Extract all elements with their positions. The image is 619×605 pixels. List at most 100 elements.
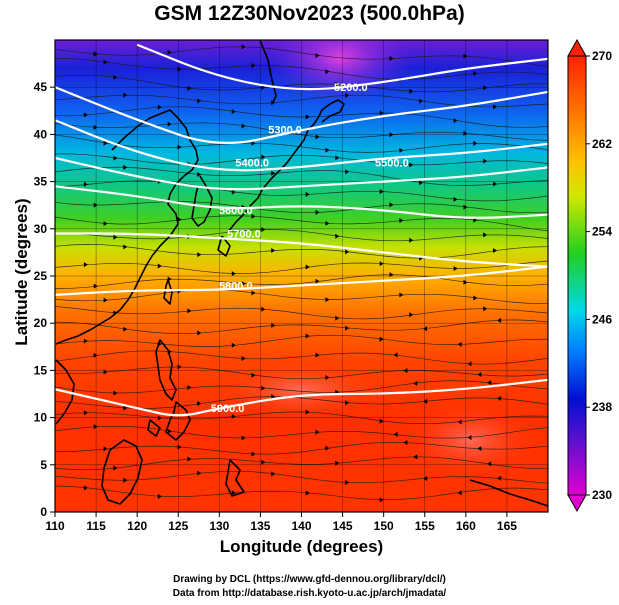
wind-arrow (241, 435, 246, 441)
x-tick-label: 155 (415, 519, 435, 533)
y-tick-label: 30 (34, 222, 48, 236)
wind-arrow (325, 147, 330, 153)
x-tick-label: 145 (333, 519, 353, 533)
y-tick-label: 40 (34, 127, 48, 141)
wind-arrow (123, 405, 128, 411)
x-tick-label: 130 (209, 519, 229, 533)
wind-arrow (335, 315, 340, 321)
wind-arrow (261, 385, 266, 391)
wind-arrow (379, 261, 384, 267)
wind-arrow (231, 342, 236, 348)
wind-arrow (453, 196, 458, 202)
wind-arrow (315, 134, 320, 140)
wind-arrow (403, 439, 408, 445)
x-tick-label: 160 (456, 519, 476, 533)
wind-arrow (305, 409, 310, 415)
wind-arrow (399, 218, 404, 224)
wind-arrow (251, 372, 256, 378)
height-contours: 5200.0 5300.0 5400.0 5500.0 5600.0 5700.0 5800… (55, 43, 548, 417)
wind-arrow (251, 451, 256, 457)
wind-arrow (167, 428, 172, 434)
coastline-new-guinea (469, 479, 548, 507)
wind-arrow (497, 317, 502, 323)
wind-arrow (473, 70, 478, 76)
wind-arrow (123, 244, 128, 250)
wind-arrow (83, 181, 88, 187)
wind-arrow (423, 475, 428, 481)
x-tick-label: 140 (291, 519, 311, 533)
wind-arrow (457, 490, 462, 496)
wind-arrow (335, 155, 340, 161)
contour-line (55, 156, 548, 191)
wind-arrow (103, 297, 108, 303)
wind-arrow (167, 49, 172, 55)
y-tick-label: 25 (34, 269, 48, 283)
wind-arrow (157, 263, 162, 269)
wind-arrow (393, 431, 398, 437)
y-axis-label: Latitude (degrees) (12, 198, 31, 346)
wind-arrow (177, 66, 182, 72)
coastline-china (55, 109, 199, 345)
wind-arrow (103, 221, 108, 227)
colorbar-fill (567, 55, 587, 496)
x-tick-label: 120 (127, 519, 147, 533)
wind-arrow (197, 98, 202, 104)
wind-arrow (93, 424, 98, 430)
wind-arrow (493, 247, 498, 253)
x-axis: 110 115 120 125 130 135 140 145 150 155 160 165 (45, 512, 517, 533)
wind-arrow (379, 497, 384, 503)
wind-arrow (187, 385, 192, 391)
wind-arrow (83, 410, 88, 416)
contour-line (55, 86, 548, 144)
wind-arrow (123, 164, 128, 170)
coastline-sakhalin (259, 40, 277, 105)
wind-arrow (467, 361, 472, 367)
wind-arrow (379, 110, 384, 116)
wind-arrow (487, 380, 492, 386)
wind-arrow (379, 418, 384, 424)
wind-arrow (473, 140, 478, 146)
wind-arrow (477, 372, 482, 378)
wind-arrow (409, 88, 414, 94)
contour-line (55, 378, 548, 417)
wind-arrow (83, 485, 88, 491)
wind-arrow (345, 169, 350, 175)
y-tick-label: 10 (34, 411, 48, 425)
x-tick-label: 150 (374, 519, 394, 533)
wind-arrow (409, 237, 414, 243)
wind-arrow (325, 445, 330, 451)
wind-arrow (493, 181, 498, 187)
wind-arrow (271, 322, 276, 328)
wind-arrow (251, 213, 256, 219)
contour-line (55, 265, 548, 296)
wind-arrow (123, 326, 128, 332)
colorbar-tick-label: 230 (592, 488, 612, 502)
wind-arrow (93, 352, 98, 358)
wind-arrow (83, 338, 88, 344)
contour-label: 5700.0 (227, 229, 261, 241)
contour-label: 5200.0 (334, 82, 368, 94)
wind-arrow (315, 209, 320, 215)
wind-arrow (467, 434, 472, 440)
y-tick-label: 5 (40, 458, 47, 472)
y-tick-label: 0 (40, 505, 47, 519)
wind-arrow (483, 232, 488, 238)
wind-arrow (453, 266, 458, 272)
colorbar-tick-label: 246 (592, 312, 612, 326)
colorbar-tick-label: 262 (592, 137, 612, 151)
wind-arrow (93, 124, 98, 130)
wind-arrow (325, 375, 330, 381)
coastline-sulawesi (225, 459, 245, 497)
wind-arrow (423, 326, 428, 332)
wind-arrow (483, 158, 488, 164)
wind-arrow (305, 333, 310, 339)
wind-arrow (241, 44, 246, 50)
lat-lon-grid (55, 40, 548, 512)
wind-arrow (157, 104, 162, 110)
wind-arrow (177, 144, 182, 150)
wind-arrow (345, 92, 350, 98)
wind-arrow (187, 456, 192, 462)
wind-arrow (477, 446, 482, 452)
wind-arrow (231, 109, 236, 115)
